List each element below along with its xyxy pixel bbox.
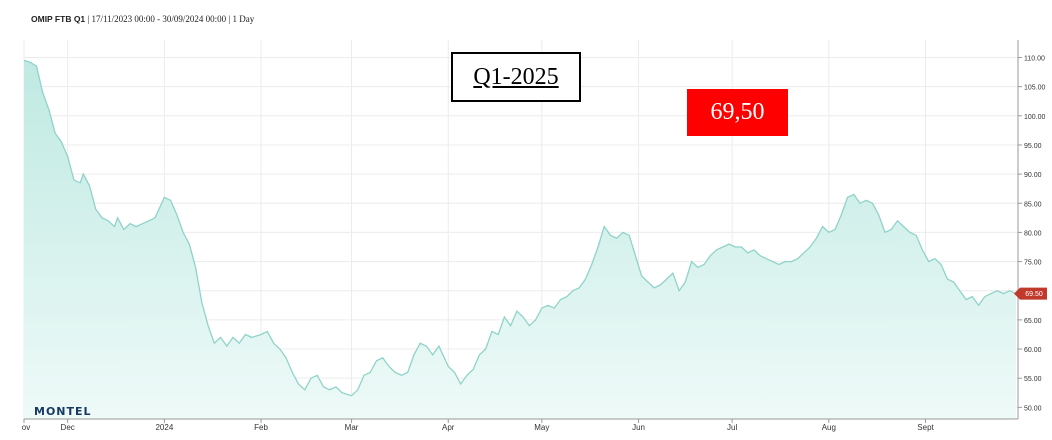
y-tick-label: 65.00 xyxy=(1024,318,1042,325)
last-price-tag: 69.50 xyxy=(1014,287,1047,300)
y-tick-label: 75.00 xyxy=(1024,260,1042,267)
x-tick-label: Jun xyxy=(632,423,645,432)
y-tick-label: 90.00 xyxy=(1024,172,1042,179)
x-tick-label: Feb xyxy=(254,423,268,432)
x-tick-label: May xyxy=(534,423,549,432)
axes: 110.00 105.00 100.00 95.00 90.00 85.00 80.00 75… xyxy=(22,40,1046,432)
x-tick-label: Aug xyxy=(822,423,836,432)
y-tick-label: 100.00 xyxy=(1024,114,1046,121)
y-tick-label: 110.00 xyxy=(1024,55,1045,62)
y-tick-label: 50.00 xyxy=(1024,405,1042,412)
x-tick-label: ov xyxy=(22,423,30,432)
product-label: Q1-2025 xyxy=(451,52,581,102)
x-tick-label: Dec xyxy=(61,423,75,432)
y-tick-label: 105.00 xyxy=(1024,85,1046,92)
x-tick-label: Mar xyxy=(345,423,359,432)
price-line xyxy=(23,59,1017,397)
last-price-marker xyxy=(1014,287,1047,300)
y-tick-label: 80.00 xyxy=(1024,230,1042,237)
x-tick-label: Apr xyxy=(442,423,455,432)
y-tick-label: 95.00 xyxy=(1024,143,1042,150)
chart-header: OMIP FTB Q1 | 17/11/2023 00:00 - 30/09/2… xyxy=(31,14,255,24)
y-tick-label: 60.00 xyxy=(1024,347,1042,354)
interval: 1 Day xyxy=(232,14,255,24)
x-tick-label: 2024 xyxy=(155,423,173,432)
y-tick-label: 55.00 xyxy=(1024,376,1042,383)
last-price-label: 69.50 xyxy=(1025,291,1043,298)
instrument-name: OMIP FTB Q1 xyxy=(31,14,86,24)
date-range: 17/11/2023 00:00 - 30/09/2024 00:00 xyxy=(91,14,227,24)
y-tick-label: 85.00 xyxy=(1024,201,1042,208)
montel-logo: MONTEL xyxy=(34,405,92,418)
x-tick-label: Jul xyxy=(727,423,737,432)
x-tick-label: Sept xyxy=(917,423,934,432)
price-area-fill xyxy=(24,60,1016,420)
current-price-box: 69,50 xyxy=(687,89,788,136)
